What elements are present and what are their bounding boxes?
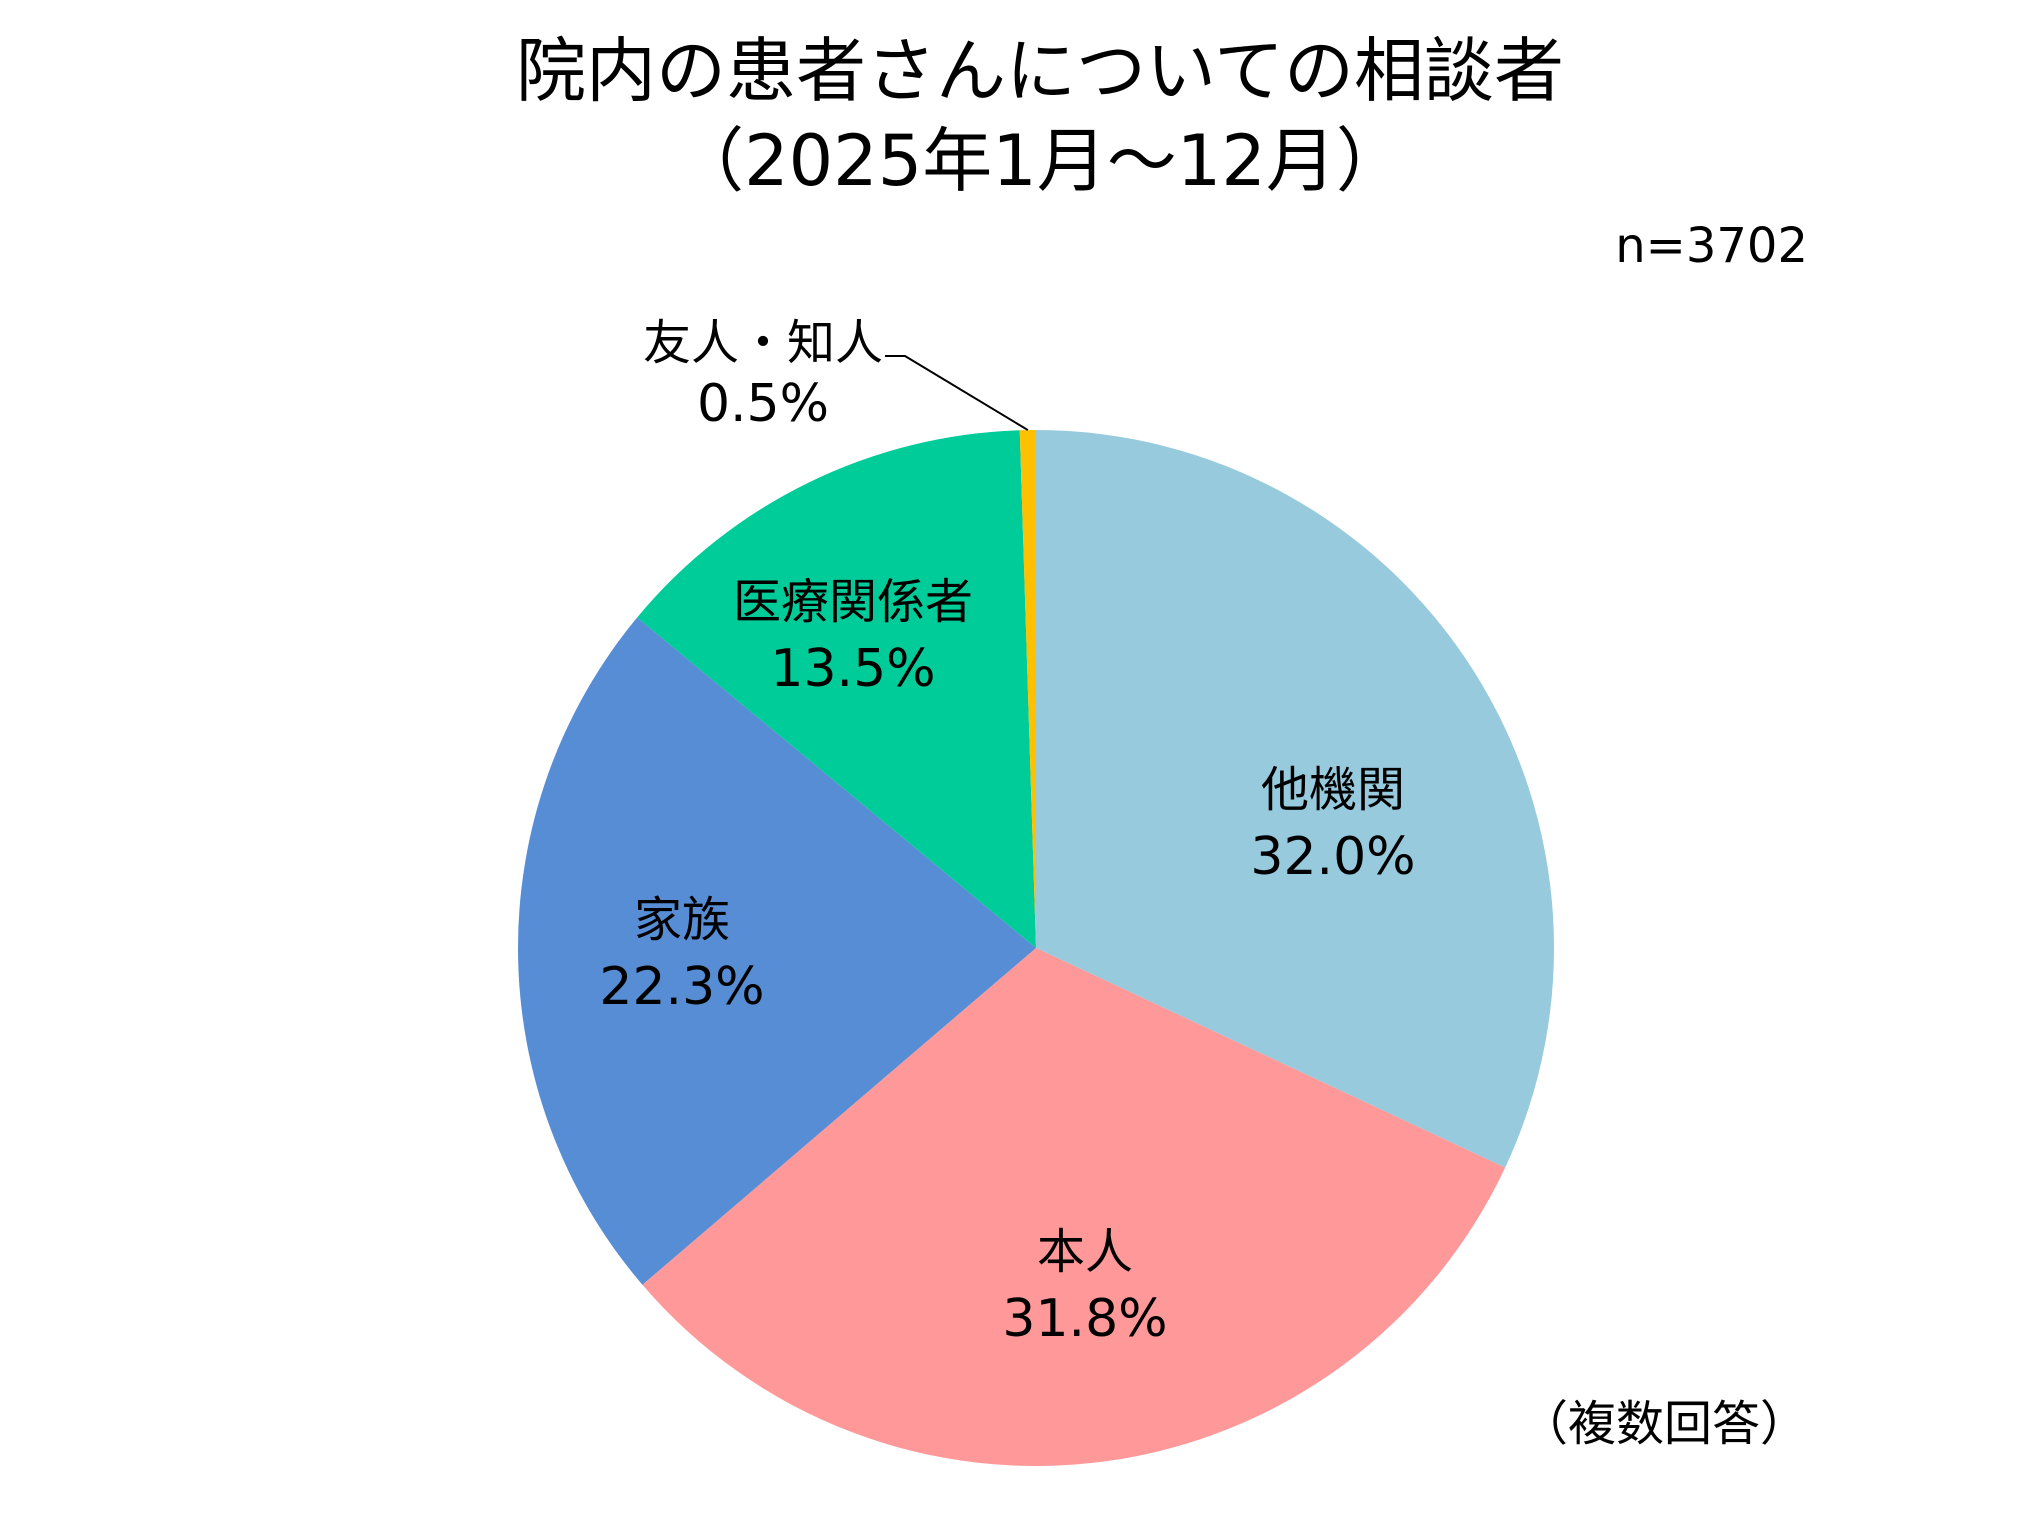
- sample-size-label: n=3702: [1615, 218, 1808, 274]
- pie-slices: [518, 430, 1554, 1466]
- slice-value-label: 31.8%: [1002, 1289, 1167, 1349]
- footnote: （複数回答）: [1520, 1396, 1808, 1452]
- data-labels: 他機関 32.0% 本人 31.8% 家族 22.3% 医療関係者 13.5% 友人・知人0.5…: [599, 315, 1415, 1349]
- slice-value-label: 32.0%: [1250, 827, 1415, 887]
- pie-slice: [642, 948, 1506, 1466]
- pie-slice: [518, 617, 1036, 1285]
- slice-label: 友人・知人: [643, 315, 883, 371]
- slice-value-label: 22.3%: [599, 957, 764, 1017]
- slice-value-label: 13.5%: [770, 639, 935, 699]
- slice-label: 他機関: [1261, 762, 1405, 818]
- slice-label: 本人: [1037, 1224, 1133, 1280]
- slice-value-label: 0.5%: [697, 374, 829, 434]
- slice-label: 家族: [634, 892, 730, 948]
- pie-slice: [1019, 430, 1036, 948]
- slice-label: 医療関係者: [733, 574, 973, 630]
- chart-title: 院内の患者さんについての相談者: [516, 30, 1564, 112]
- leader-line: [885, 355, 1029, 431]
- chart-subtitle: （2025年1月～12月）: [674, 120, 1406, 202]
- pie-slice: [1036, 430, 1554, 1168]
- leader-lines: [885, 355, 1029, 431]
- pie-slice: [637, 430, 1036, 948]
